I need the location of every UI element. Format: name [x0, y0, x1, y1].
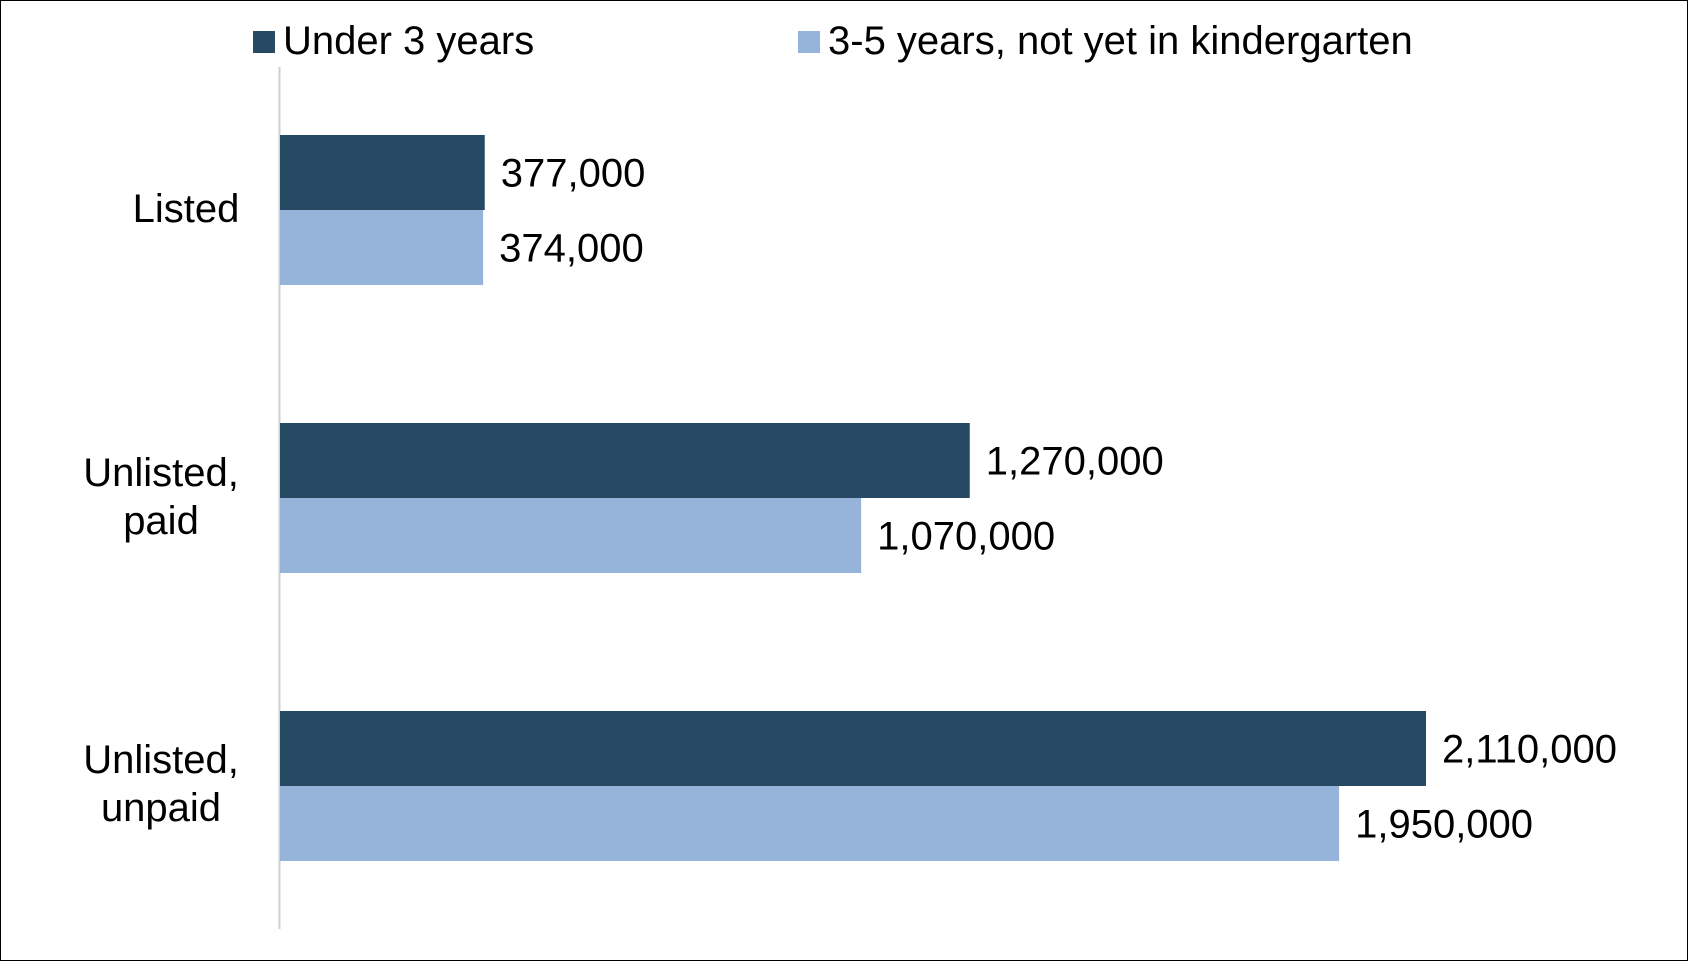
- category-label-line: unpaid: [100, 786, 222, 830]
- legend-label-3-5-years: 3-5 years, not yet in kindergarten: [828, 19, 1413, 63]
- legend-swatch-under-3-years: [253, 30, 275, 53]
- bar-3-5-0: [280, 210, 484, 285]
- data-label-under-3-1: 1,270,000: [986, 440, 1164, 484]
- category-label-unlisted-unpaid: Unlisted, unpaid: [31, 736, 291, 832]
- category-label-listed: Listed: [56, 185, 316, 233]
- category-label-line: Unlisted,: [83, 451, 239, 495]
- legend-item-under-3-years: Under 3 years: [253, 19, 534, 64]
- bar-3-5-1: [280, 498, 862, 573]
- data-label-under-3-0: 377,000: [501, 152, 646, 196]
- category-label-line: Listed: [132, 187, 240, 231]
- legend-swatch-3-5-years: [798, 30, 820, 53]
- data-label-under-3-2: 2,110,000: [1442, 728, 1617, 772]
- data-label-3-5-2: 1,950,000: [1355, 803, 1533, 847]
- bar-under-3-2: [280, 711, 1426, 786]
- legend-item-3-5-years: 3-5 years, not yet in kindergarten: [798, 19, 1413, 64]
- data-label-3-5-0: 374,000: [499, 227, 644, 271]
- bar-3-5-2: [280, 786, 1340, 861]
- category-label-unlisted-paid: Unlisted, paid: [31, 449, 291, 545]
- category-label-line: paid: [123, 499, 199, 543]
- data-label-3-5-1: 1,070,000: [877, 515, 1055, 559]
- legend-label-under-3-years: Under 3 years: [283, 19, 535, 63]
- category-label-line: Unlisted,: [83, 738, 239, 782]
- bar-under-3-1: [280, 423, 970, 498]
- legend: Under 3 years 3-5 years, not yet in kind…: [1, 19, 1687, 69]
- bar-under-3-0: [280, 135, 485, 210]
